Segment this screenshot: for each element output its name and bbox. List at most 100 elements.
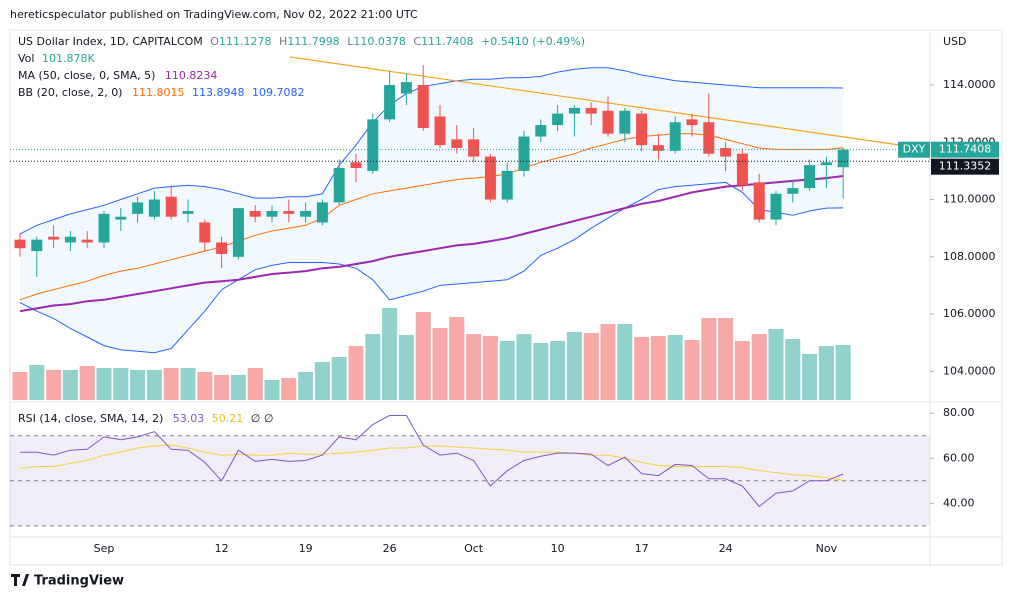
x-tick-label: 26: [383, 542, 397, 555]
vol-value: 101.878K: [42, 52, 95, 65]
candle-body: [232, 208, 244, 257]
candle-body: [216, 242, 228, 254]
volume-bar: [29, 365, 45, 400]
legend-bb: BB (20, close, 2, 0) 111.8015 113.8948 1…: [18, 86, 304, 99]
volume-bar: [818, 346, 834, 400]
rsi-ma-value: 50.21: [212, 412, 244, 425]
volume-bar: [398, 335, 414, 400]
volume-bar: [650, 336, 666, 400]
rsi-value: 53.03: [173, 412, 205, 425]
candle-body: [333, 168, 345, 203]
candle-body: [787, 188, 799, 194]
frame: [9, 29, 1003, 566]
x-tick-label: 12: [215, 542, 229, 555]
volume-bar: [146, 369, 162, 400]
o-value: 111.1278: [219, 35, 272, 48]
candle-body: [81, 239, 93, 243]
candle-body: [367, 119, 379, 171]
price-line-label: 111.3352: [939, 160, 992, 173]
candle-body: [535, 125, 547, 137]
ma-label: MA (50, close, 0, SMA, 5): [18, 69, 155, 82]
volume-bar: [382, 308, 398, 400]
volume-bar: [113, 367, 129, 400]
l-value: 110.0378: [353, 35, 406, 48]
legend: US Dollar Index, 1D, CAPITALCOM O111.127…: [18, 35, 585, 425]
volume-bar: [79, 365, 95, 400]
candle-body: [686, 119, 698, 126]
candle-body: [182, 210, 194, 214]
candle-body: [568, 107, 580, 114]
volume-bar: [247, 367, 263, 400]
volume-bar: [802, 354, 818, 400]
bb-upper: [19, 67, 844, 235]
x-tick-label: Oct: [464, 542, 484, 555]
rsi-ma-line: [19, 444, 844, 481]
volume-bar: [415, 312, 431, 400]
candle-body: [451, 139, 463, 148]
candle-body: [316, 202, 328, 223]
header: hereticspeculator published on TradingVi…: [10, 8, 418, 21]
candle-body: [350, 162, 362, 169]
candle-body: [468, 139, 480, 157]
volume-bar: [197, 371, 213, 400]
volume-bar: [12, 371, 28, 400]
volume-bar: [634, 337, 650, 400]
candle-body: [518, 136, 530, 171]
ma-value: 110.8234: [165, 69, 218, 82]
volume-bar: [550, 340, 566, 400]
legend-ma: MA (50, close, 0, SMA, 5) 110.8234: [18, 69, 217, 82]
volume-bar: [499, 340, 515, 400]
candle-body: [384, 84, 396, 120]
candle-body: [820, 162, 832, 166]
rsi-tick-label: 40.00: [943, 496, 975, 509]
candle-body: [249, 210, 261, 217]
candle-body: [98, 213, 110, 243]
bb-lower-value: 109.7082: [252, 86, 305, 99]
candle-body: [804, 165, 816, 189]
candle-body: [14, 239, 26, 249]
volume-bar: [365, 334, 381, 400]
volume-bar: [281, 378, 297, 400]
footer-logo: TradingView: [11, 574, 124, 589]
bb-upper-value: 113.8948: [192, 86, 245, 99]
footer-text: TradingView: [34, 574, 124, 589]
volume-bar: [348, 346, 364, 400]
volume-bar: [46, 369, 62, 400]
candle-body: [165, 196, 177, 217]
volume-bar: [298, 371, 314, 400]
candle-body: [753, 182, 765, 220]
symbol-box: [898, 141, 930, 158]
x-tick-label: 10: [551, 542, 565, 555]
volume-bar: [684, 340, 700, 400]
volume-bar: [751, 334, 767, 400]
volume-bar: [835, 345, 851, 400]
volume-bar: [130, 369, 146, 400]
candle-body: [64, 236, 76, 243]
volume-bar: [734, 340, 750, 400]
bb-basis-value: 111.8015: [132, 86, 185, 99]
volume-bar: [533, 342, 549, 400]
candle-body: [736, 153, 748, 186]
vol-label: Vol: [18, 52, 34, 65]
price-line-box: [931, 158, 999, 175]
o-label: O: [210, 35, 219, 48]
candle-body: [501, 170, 513, 200]
volume-bar: [566, 332, 582, 400]
c-label: C: [413, 35, 421, 48]
candle-body: [266, 210, 278, 217]
volume-bar: [466, 334, 482, 400]
candle-body: [48, 236, 60, 240]
volume-bar: [230, 375, 246, 400]
candle-body: [585, 107, 597, 114]
candle-body: [400, 82, 412, 94]
candle-body: [132, 202, 144, 214]
bb-fill: [20, 67, 844, 353]
volume-bar: [768, 329, 784, 400]
candle-body: [669, 122, 681, 151]
volume-bar: [331, 357, 347, 400]
candle-body: [484, 156, 496, 200]
y-tick-label: 108.0000: [943, 250, 996, 263]
volume-bar: [718, 317, 734, 400]
candle-body: [417, 84, 429, 128]
